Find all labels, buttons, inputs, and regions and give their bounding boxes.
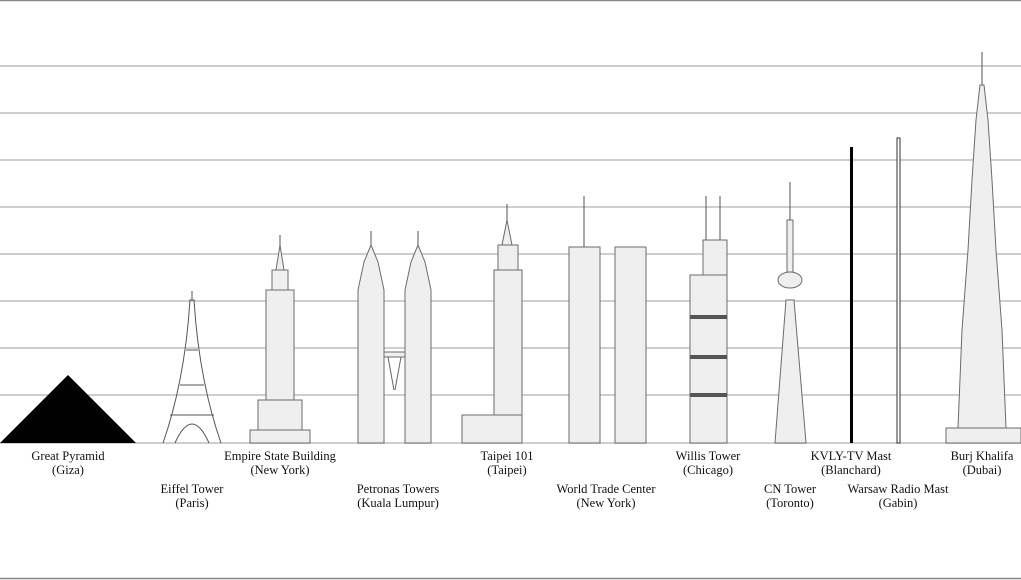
warsaw-radio-mast-shape xyxy=(896,137,901,444)
willis-tower-shape xyxy=(689,196,728,444)
label-world-trade-center: World Trade Center (New York) xyxy=(556,482,656,510)
burj-khalifa-shape xyxy=(945,52,1021,444)
label-great-pyramid: Great Pyramid (Giza) xyxy=(31,449,105,477)
empire-state-building-shape xyxy=(249,235,311,444)
label-burj-khalifa: Burj Khalifa (Dubai) xyxy=(950,449,1014,477)
label-kvly-tv-mast: KVLY-TV Mast (Blanchard) xyxy=(810,449,892,477)
label-eiffel-tower: Eiffel Tower (Paris) xyxy=(160,482,224,510)
label-taipei-101: Taipei 101 (Taipei) xyxy=(480,449,534,477)
label-cn-tower: CN Tower (Toronto) xyxy=(763,482,816,510)
kvly-tv-mast-shape xyxy=(850,147,853,443)
label-warsaw-radio-mast: Warsaw Radio Mast (Gabin) xyxy=(847,482,949,510)
petronas-towers-shape xyxy=(357,231,432,444)
label-willis-tower: Willis Tower (Chicago) xyxy=(675,449,741,477)
label-petronas-towers: Petronas Towers (Kuala Lumpur) xyxy=(356,482,440,510)
eiffel-tower-shape xyxy=(162,291,222,444)
great-pyramid-shape xyxy=(0,375,136,443)
taipei-101-shape xyxy=(461,204,523,444)
label-empire-state-building: Empire State Building (New York) xyxy=(224,449,336,477)
cn-tower-shape xyxy=(774,182,807,444)
world-trade-center-shape xyxy=(568,196,647,444)
